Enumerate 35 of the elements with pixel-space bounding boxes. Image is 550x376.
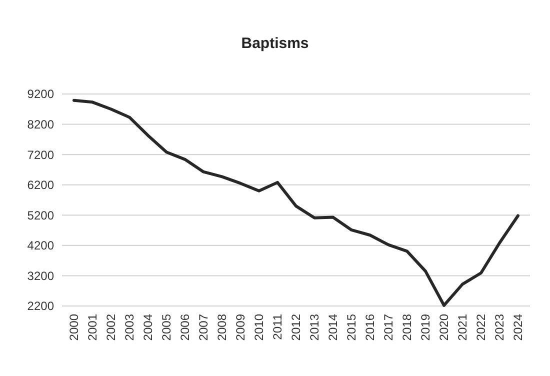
x-tick-label: 2002 bbox=[104, 314, 118, 341]
x-tick-label: 2001 bbox=[86, 314, 100, 341]
x-tick-label: 2024 bbox=[511, 314, 526, 341]
x-tick-label: 2012 bbox=[289, 314, 304, 341]
y-tick-label: 9200 bbox=[27, 87, 54, 102]
y-tick-label: 3200 bbox=[27, 268, 54, 283]
x-tick-label: 2010 bbox=[252, 314, 266, 341]
x-tick-label: 2006 bbox=[178, 314, 192, 341]
x-tick-label: 2019 bbox=[418, 314, 433, 341]
x-tick-label: 2011 bbox=[270, 314, 285, 340]
line-series bbox=[72, 98, 520, 307]
x-tick-label: 2009 bbox=[234, 314, 248, 341]
x-tick-label: 2004 bbox=[141, 314, 156, 341]
x-tick-label: 2007 bbox=[196, 314, 211, 341]
x-tick-label: 2005 bbox=[160, 314, 174, 341]
y-tick-label: 6200 bbox=[27, 178, 54, 192]
x-tick-label: 2017 bbox=[382, 314, 396, 341]
y-tick-label: 8200 bbox=[27, 117, 54, 132]
y-tick-label: 4200 bbox=[27, 238, 54, 253]
x-tick-label: 2023 bbox=[492, 314, 507, 341]
x-tick-label: 2020 bbox=[437, 314, 452, 341]
x-tick-label: 2018 bbox=[400, 314, 414, 341]
x-tick-label: 2022 bbox=[474, 314, 488, 341]
x-tick-label: 2016 bbox=[363, 314, 378, 341]
y-tick-label: 2200 bbox=[27, 299, 54, 314]
y-tick-label: 7200 bbox=[27, 148, 54, 162]
x-tick-label: 2008 bbox=[215, 314, 230, 341]
x-tick-label: 2014 bbox=[326, 314, 340, 341]
y-tick-label: 5200 bbox=[27, 208, 54, 222]
x-tick-label: 2003 bbox=[122, 314, 137, 341]
x-tick-label: 2015 bbox=[344, 314, 359, 341]
x-tick-label: 2021 bbox=[456, 314, 470, 341]
x-tick-label: 2000 bbox=[67, 314, 82, 341]
chart-title: Baptisms bbox=[241, 35, 309, 52]
x-tick-label: 2013 bbox=[308, 314, 322, 341]
